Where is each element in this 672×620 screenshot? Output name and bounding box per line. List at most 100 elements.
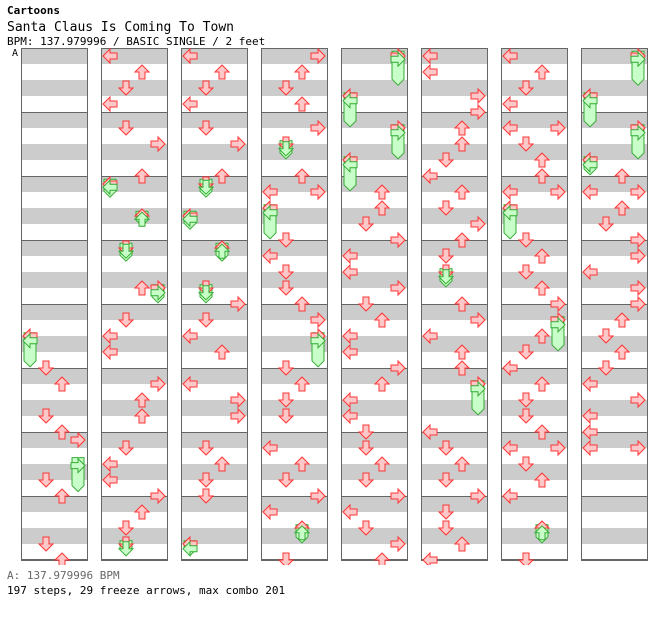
freeze-head-down-arrow	[117, 541, 135, 557]
up-arrow	[613, 344, 631, 360]
up-arrow	[373, 200, 391, 216]
chart-column	[581, 48, 648, 561]
down-arrow	[597, 360, 615, 376]
freeze-head-down-arrow	[197, 179, 215, 195]
up-arrow	[453, 296, 471, 312]
down-arrow	[357, 424, 375, 440]
down-arrow	[277, 80, 295, 96]
right-arrow	[310, 183, 326, 201]
up-arrow	[613, 168, 631, 184]
left-arrow	[102, 471, 118, 489]
up-arrow	[53, 376, 71, 392]
up-arrow	[133, 280, 151, 296]
right-arrow	[630, 295, 646, 313]
right-arrow	[150, 375, 166, 393]
up-arrow	[533, 328, 551, 344]
left-arrow	[342, 327, 358, 345]
up-arrow	[533, 376, 551, 392]
down-arrow	[437, 152, 455, 168]
up-arrow	[293, 376, 311, 392]
down-arrow	[597, 216, 615, 232]
down-arrow	[357, 520, 375, 536]
up-arrow	[533, 64, 551, 80]
up-arrow	[133, 504, 151, 520]
down-arrow	[197, 120, 215, 136]
left-arrow	[342, 407, 358, 425]
up-arrow	[133, 392, 151, 408]
freeze-head-down-arrow	[197, 285, 215, 301]
freeze-head-left-arrow	[342, 156, 358, 174]
left-arrow	[582, 423, 598, 441]
down-arrow	[517, 80, 535, 96]
down-arrow	[517, 392, 535, 408]
down-arrow	[437, 504, 455, 520]
down-arrow	[117, 120, 135, 136]
freeze-head-up-arrow	[133, 211, 151, 227]
up-arrow	[53, 424, 71, 440]
up-arrow	[453, 536, 471, 552]
right-arrow	[310, 487, 326, 505]
down-arrow	[517, 264, 535, 280]
left-arrow	[502, 95, 518, 113]
freeze-head-left-arrow	[582, 92, 598, 110]
freeze-head-right-arrow	[390, 124, 406, 142]
up-arrow	[53, 552, 71, 565]
freeze-head-right-arrow	[310, 332, 326, 350]
left-arrow	[582, 375, 598, 393]
left-arrow	[422, 423, 438, 441]
left-arrow	[502, 119, 518, 137]
up-arrow	[293, 96, 311, 112]
up-arrow	[533, 472, 551, 488]
left-arrow	[502, 439, 518, 457]
bpm-marker: A	[12, 48, 19, 59]
right-arrow	[550, 439, 566, 457]
left-arrow	[102, 343, 118, 361]
down-arrow	[437, 248, 455, 264]
left-arrow	[422, 63, 438, 81]
down-arrow	[277, 472, 295, 488]
down-arrow	[277, 392, 295, 408]
right-arrow	[230, 391, 246, 409]
left-arrow	[102, 95, 118, 113]
left-arrow	[502, 359, 518, 377]
right-arrow	[390, 359, 406, 377]
group-name: Cartoons	[7, 4, 60, 17]
chart-column	[341, 48, 408, 561]
left-arrow	[582, 407, 598, 425]
down-arrow	[197, 488, 215, 504]
left-arrow	[502, 183, 518, 201]
left-arrow	[182, 95, 198, 113]
up-arrow	[293, 456, 311, 472]
song-title: Santa Claus Is Coming To Town	[7, 20, 234, 35]
left-arrow	[342, 391, 358, 409]
down-arrow	[117, 312, 135, 328]
up-arrow	[453, 456, 471, 472]
freeze-head-right-arrow	[630, 50, 646, 68]
right-arrow	[390, 279, 406, 297]
up-arrow	[293, 64, 311, 80]
left-arrow	[262, 439, 278, 457]
right-arrow	[470, 215, 486, 233]
down-arrow	[517, 344, 535, 360]
up-arrow	[533, 152, 551, 168]
up-arrow	[373, 376, 391, 392]
left-arrow	[342, 247, 358, 265]
freeze-head-left-arrow	[582, 156, 598, 174]
freeze-head-left-arrow	[262, 204, 278, 222]
up-arrow	[133, 408, 151, 424]
down-arrow	[197, 80, 215, 96]
down-arrow	[357, 472, 375, 488]
right-arrow	[630, 231, 646, 249]
up-arrow	[213, 456, 231, 472]
left-arrow	[582, 263, 598, 281]
down-arrow	[437, 472, 455, 488]
up-arrow	[453, 120, 471, 136]
down-arrow	[117, 520, 135, 536]
left-arrow	[422, 327, 438, 345]
right-arrow	[470, 87, 486, 105]
up-arrow	[53, 488, 71, 504]
up-arrow	[373, 312, 391, 328]
up-arrow	[293, 168, 311, 184]
left-arrow	[342, 263, 358, 281]
freeze-head-left-arrow	[182, 210, 198, 228]
